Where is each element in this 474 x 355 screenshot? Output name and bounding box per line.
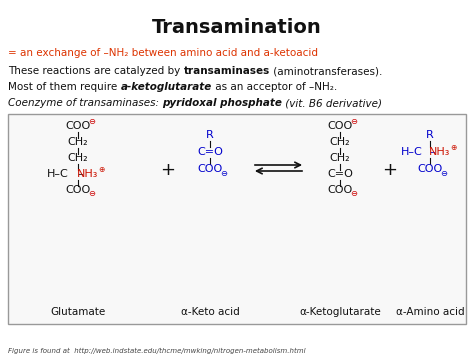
Text: Figure is found at  http://web.indstate.edu/thcme/mwking/nitrogen-metabolism.htm: Figure is found at http://web.indstate.e…: [8, 348, 306, 354]
Text: Coenzyme of transaminases:: Coenzyme of transaminases:: [8, 98, 162, 108]
Text: NH₃: NH₃: [429, 147, 451, 157]
Bar: [8, 114, 466, 324]
Text: COO: COO: [65, 185, 91, 195]
Text: COO: COO: [328, 121, 353, 131]
Text: = an exchange of –NH₂ between amino acid and a-ketoacid: = an exchange of –NH₂ between amino acid…: [8, 48, 318, 58]
Text: R: R: [426, 130, 434, 140]
Text: ⊖: ⊖: [350, 190, 357, 198]
Text: transaminases: transaminases: [183, 66, 270, 76]
Text: C=O: C=O: [327, 169, 353, 179]
Text: α-Keto acid: α-Keto acid: [181, 307, 239, 317]
Text: ⊕: ⊕: [450, 143, 456, 153]
Text: CH₂: CH₂: [330, 137, 350, 147]
Text: ⊖: ⊖: [350, 118, 357, 126]
Text: NH₃: NH₃: [77, 169, 99, 179]
Text: α-Amino acid: α-Amino acid: [396, 307, 465, 317]
Text: pyridoxal phosphate: pyridoxal phosphate: [162, 98, 282, 108]
Text: R: R: [206, 130, 214, 140]
Text: –: –: [77, 169, 83, 179]
Text: ⊕: ⊕: [98, 165, 104, 175]
Text: COO: COO: [418, 164, 443, 174]
Text: (aminotransferases).: (aminotransferases).: [270, 66, 382, 76]
Text: ⊖: ⊖: [220, 169, 228, 178]
Text: Transamination: Transamination: [152, 18, 322, 37]
Text: Most of them require: Most of them require: [8, 82, 120, 92]
Text: –: –: [429, 147, 435, 157]
Text: +: +: [383, 161, 398, 179]
Text: CH₂: CH₂: [68, 137, 88, 147]
Text: ⊖: ⊖: [440, 169, 447, 178]
Text: COO: COO: [328, 185, 353, 195]
Text: COO: COO: [65, 121, 91, 131]
Text: C=O: C=O: [197, 147, 223, 157]
Text: (vit. B6 derivative): (vit. B6 derivative): [282, 98, 382, 108]
Text: as an acceptor of –NH₂.: as an acceptor of –NH₂.: [212, 82, 337, 92]
Text: ⊖: ⊖: [89, 118, 95, 126]
Text: COO: COO: [197, 164, 223, 174]
Text: Glutamate: Glutamate: [50, 307, 106, 317]
Text: CH₂: CH₂: [68, 153, 88, 163]
Text: H–C: H–C: [47, 169, 69, 179]
Text: CH₂: CH₂: [330, 153, 350, 163]
Text: H–C: H–C: [401, 147, 423, 157]
Text: ⊖: ⊖: [89, 190, 95, 198]
Text: α-Ketoglutarate: α-Ketoglutarate: [299, 307, 381, 317]
Text: These reactions are catalyzed by: These reactions are catalyzed by: [8, 66, 183, 76]
Text: a-ketoglutarate: a-ketoglutarate: [120, 82, 212, 92]
Text: +: +: [161, 161, 175, 179]
